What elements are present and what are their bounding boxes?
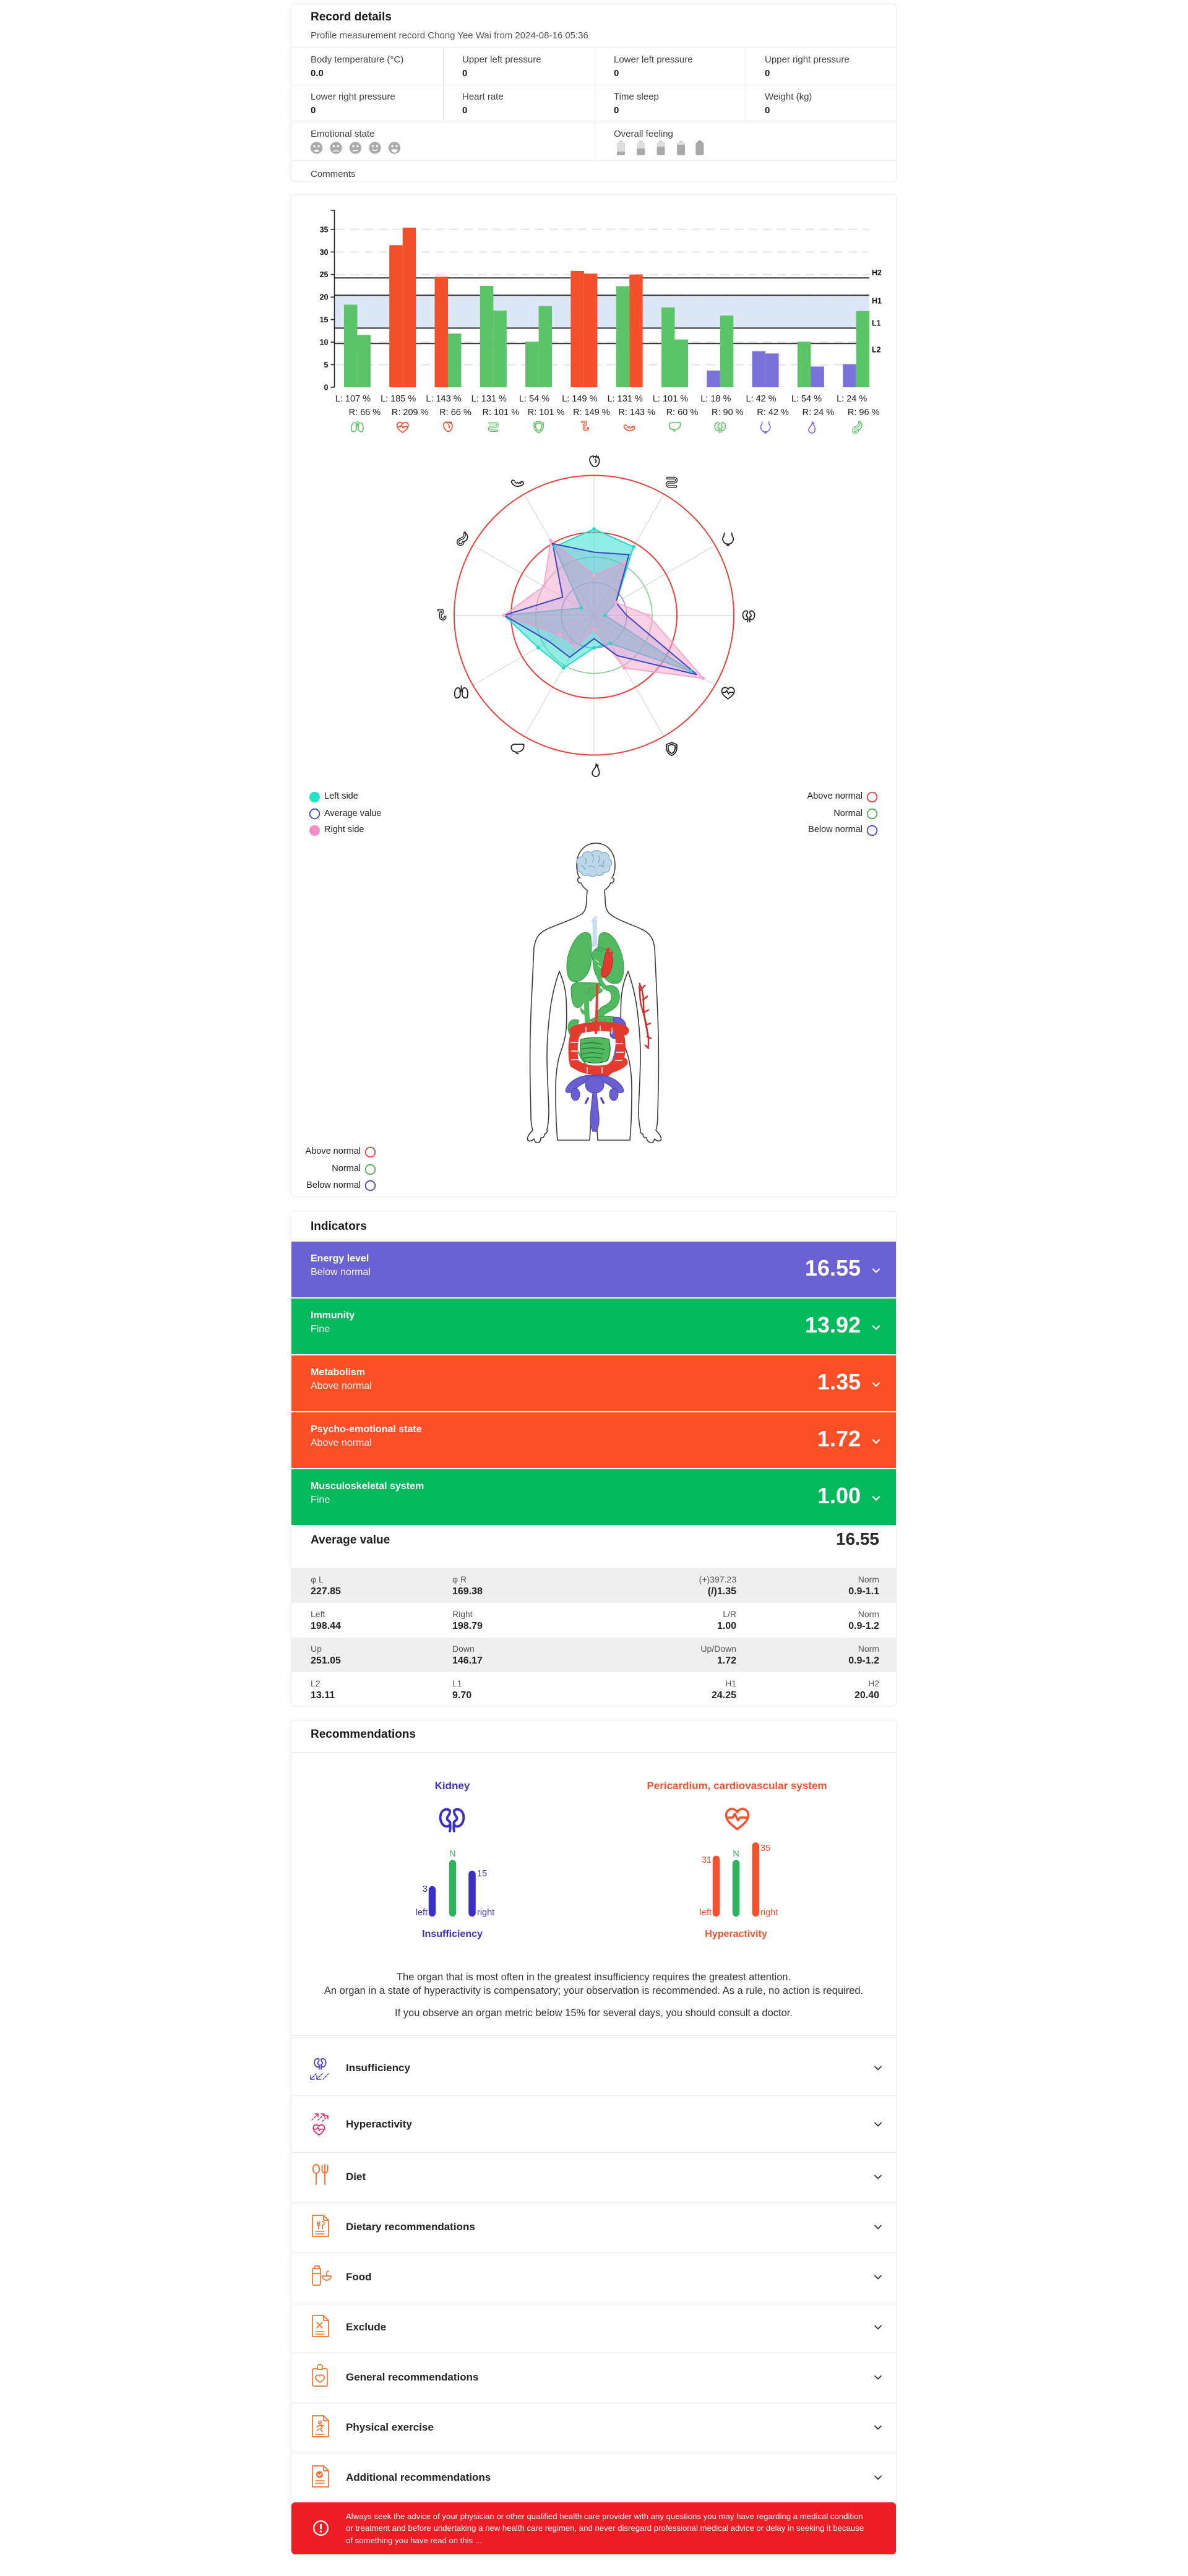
svg-text:10: 10 (320, 338, 329, 347)
svg-text:3: 3 (423, 1884, 428, 1894)
svg-text:35: 35 (760, 1844, 770, 1853)
svg-text:R: 96 %: R: 96 % (848, 408, 880, 418)
svg-text:L: 101 %: L: 101 % (653, 394, 688, 404)
svg-text:L: 107 %: L: 107 % (335, 394, 371, 404)
svg-text:L: 54 %: L: 54 % (791, 394, 822, 404)
svg-text:Insufficiency: Insufficiency (422, 1929, 483, 1939)
svg-text:left: left (700, 1908, 712, 1918)
svg-text:R: 101 %: R: 101 % (482, 408, 519, 418)
svg-text:Hyperactivity: Hyperactivity (705, 1929, 767, 1939)
svg-text:R: 42 %: R: 42 % (757, 408, 789, 418)
svg-text:L: 131 %: L: 131 % (471, 394, 507, 404)
svg-text:N: N (733, 1849, 739, 1859)
svg-text:L1: L1 (872, 319, 881, 327)
svg-text:25: 25 (320, 270, 329, 279)
svg-text:L: 131 %: L: 131 % (608, 394, 643, 404)
svg-text:R: 66 %: R: 66 % (439, 408, 471, 418)
svg-text:15: 15 (477, 1869, 487, 1879)
svg-text:H1: H1 (872, 296, 882, 305)
svg-text:N: N (449, 1849, 455, 1859)
svg-text:left: left (416, 1908, 428, 1918)
svg-text:L: 24 %: L: 24 % (837, 394, 867, 404)
svg-text:L: 185 %: L: 185 % (381, 394, 416, 404)
svg-text:right: right (477, 1908, 494, 1918)
svg-text:L: 149 %: L: 149 % (562, 394, 597, 404)
svg-text:5: 5 (324, 361, 329, 369)
svg-text:R: 66 %: R: 66 % (349, 408, 381, 418)
svg-text:R: 143 %: R: 143 % (618, 408, 655, 418)
svg-text:L: 143 %: L: 143 % (426, 394, 461, 404)
svg-text:L: 54 %: L: 54 % (519, 394, 549, 404)
svg-text:R: 24 %: R: 24 % (803, 408, 835, 418)
svg-text:R: 60 %: R: 60 % (666, 408, 699, 418)
svg-text:R: 101 %: R: 101 % (528, 408, 565, 418)
svg-text:H2: H2 (872, 268, 882, 277)
svg-text:R: 209 %: R: 209 % (392, 408, 429, 418)
svg-text:L2: L2 (872, 345, 881, 354)
svg-text:L: 42 %: L: 42 % (746, 394, 777, 404)
svg-text:15: 15 (320, 316, 329, 324)
svg-text:right: right (760, 1908, 778, 1918)
svg-text:L: 18 %: L: 18 % (700, 394, 731, 404)
svg-text:31: 31 (702, 1855, 712, 1865)
svg-text:35: 35 (320, 225, 329, 234)
svg-text:20: 20 (320, 293, 329, 302)
svg-text:R: 149 %: R: 149 % (573, 408, 610, 418)
svg-text:30: 30 (320, 248, 329, 257)
svg-text:0: 0 (324, 384, 329, 392)
svg-text:R: 90 %: R: 90 % (712, 408, 744, 418)
